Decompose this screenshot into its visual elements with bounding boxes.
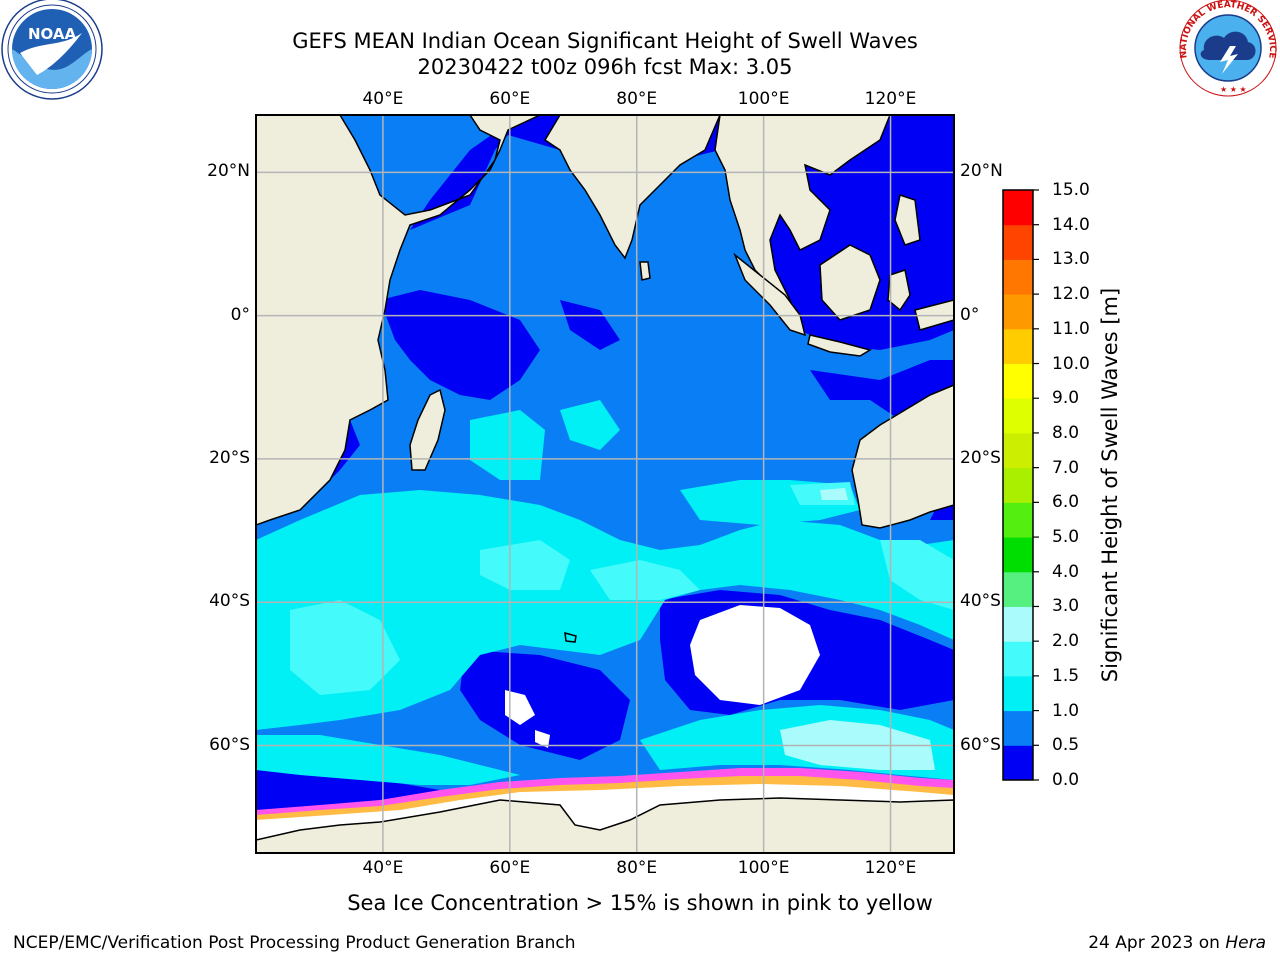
- colorbar-segment: [1003, 294, 1033, 330]
- colorbar-label: Significant Height of Swell Waves [m]: [1098, 287, 1122, 683]
- colorbar-tick-label: 15.0: [1052, 180, 1090, 200]
- colorbar-tick-label: 5.0: [1052, 527, 1080, 548]
- tick-label: 60°E: [489, 858, 531, 878]
- colorbar-segment: [1003, 606, 1033, 642]
- colorbar-tick-label: 13.0: [1052, 249, 1090, 270]
- credit-text: NCEP/EMC/Verification Post Processing Pr…: [13, 933, 576, 953]
- sea-ice-note: Sea Ice Concentration > 15% is shown in …: [347, 891, 933, 915]
- tick-label: 60°S: [209, 734, 250, 755]
- tick-label: 60°E: [489, 89, 531, 109]
- tick-label: 100°E: [737, 858, 790, 878]
- tick-label: 40°E: [362, 89, 404, 109]
- tick-label: 0°: [960, 304, 980, 325]
- colorbar-segment: [1003, 710, 1033, 746]
- tick-label: 80°E: [616, 858, 658, 878]
- colorbar-segment: [1003, 190, 1033, 226]
- colorbar-frame: [1002, 189, 1034, 781]
- colorbar-segment: [1003, 363, 1033, 399]
- colorbar-tick-label: 1.5: [1052, 665, 1080, 686]
- tick-label: 40°E: [362, 858, 404, 878]
- no-data-region: [505, 605, 820, 748]
- colorbar-tick-label: 7.0: [1052, 457, 1080, 478]
- run-date-text: 24 Apr 2023 on: [1088, 933, 1220, 953]
- colorbar-tick-label: 11.0: [1052, 318, 1090, 339]
- colorbar-segment: [1003, 328, 1033, 365]
- tick-label: 80°E: [616, 89, 658, 109]
- colorbar-segment: [1003, 675, 1033, 712]
- colorbar-tick-label: 12.0: [1052, 284, 1090, 305]
- tick-label: 120°E: [864, 858, 917, 878]
- tick-label: 20°N: [960, 161, 1003, 182]
- colorbar-segment: [1003, 537, 1033, 573]
- tick-label: 20°S: [960, 447, 1001, 468]
- colorbar-segment: [1003, 502, 1033, 538]
- tick-label: 40°S: [960, 591, 1001, 612]
- colorbar-tick-label: 14.0: [1052, 214, 1090, 235]
- colorbar-tick-label: 8.0: [1052, 422, 1080, 443]
- colorbar-segment: [1003, 224, 1033, 260]
- tick-label: 0°: [230, 304, 250, 325]
- colorbar: [1002, 189, 1039, 781]
- land: [256, 115, 954, 853]
- tick-label: 40°S: [209, 591, 250, 612]
- tick-label: 60°S: [960, 734, 1001, 755]
- tick-label: 100°E: [737, 89, 790, 109]
- run-date: 24 Apr 2023 on Hera: [1088, 933, 1266, 953]
- colorbar-tick-label: 1.0: [1052, 700, 1080, 721]
- map-title: GEFS MEAN Indian Ocean Significant Heigh…: [292, 29, 918, 53]
- map-frame: [255, 114, 955, 854]
- swell-band-1.5-2.0: [290, 482, 954, 695]
- gridlines: [256, 115, 954, 853]
- colorbar-tick-label: 0.0: [1052, 770, 1080, 790]
- colorbar-segment: [1003, 259, 1033, 295]
- colorbar-segment: [1003, 641, 1033, 677]
- colorbar-segment: [1003, 745, 1033, 781]
- tick-label: 20°N: [207, 161, 250, 182]
- colorbar-segment: [1003, 398, 1033, 434]
- kerguelen-island: [564, 631, 577, 643]
- colorbar-segment: [1003, 467, 1033, 503]
- colorbar-tick-label: 9.0: [1052, 388, 1080, 409]
- tick-label: 120°E: [864, 89, 917, 109]
- tick-label: 20°S: [209, 447, 250, 468]
- colorbar-tick-label: 10.0: [1052, 353, 1090, 374]
- colorbar-segment: [1003, 571, 1033, 607]
- colorbar-tick-label: 3.0: [1052, 596, 1080, 617]
- colorbar-tick-label: 2.0: [1052, 631, 1080, 652]
- colorbar-tick-label: 4.0: [1052, 561, 1080, 582]
- colorbar-tick-label: 0.5: [1052, 735, 1080, 756]
- colorbar-tick-label: 6.0: [1052, 492, 1080, 513]
- machine-name: Hera: [1225, 933, 1266, 953]
- colorbar-segment: [1003, 432, 1033, 469]
- map-subtitle: 20230422 t00z 096h fcst Max: 3.05: [417, 55, 793, 79]
